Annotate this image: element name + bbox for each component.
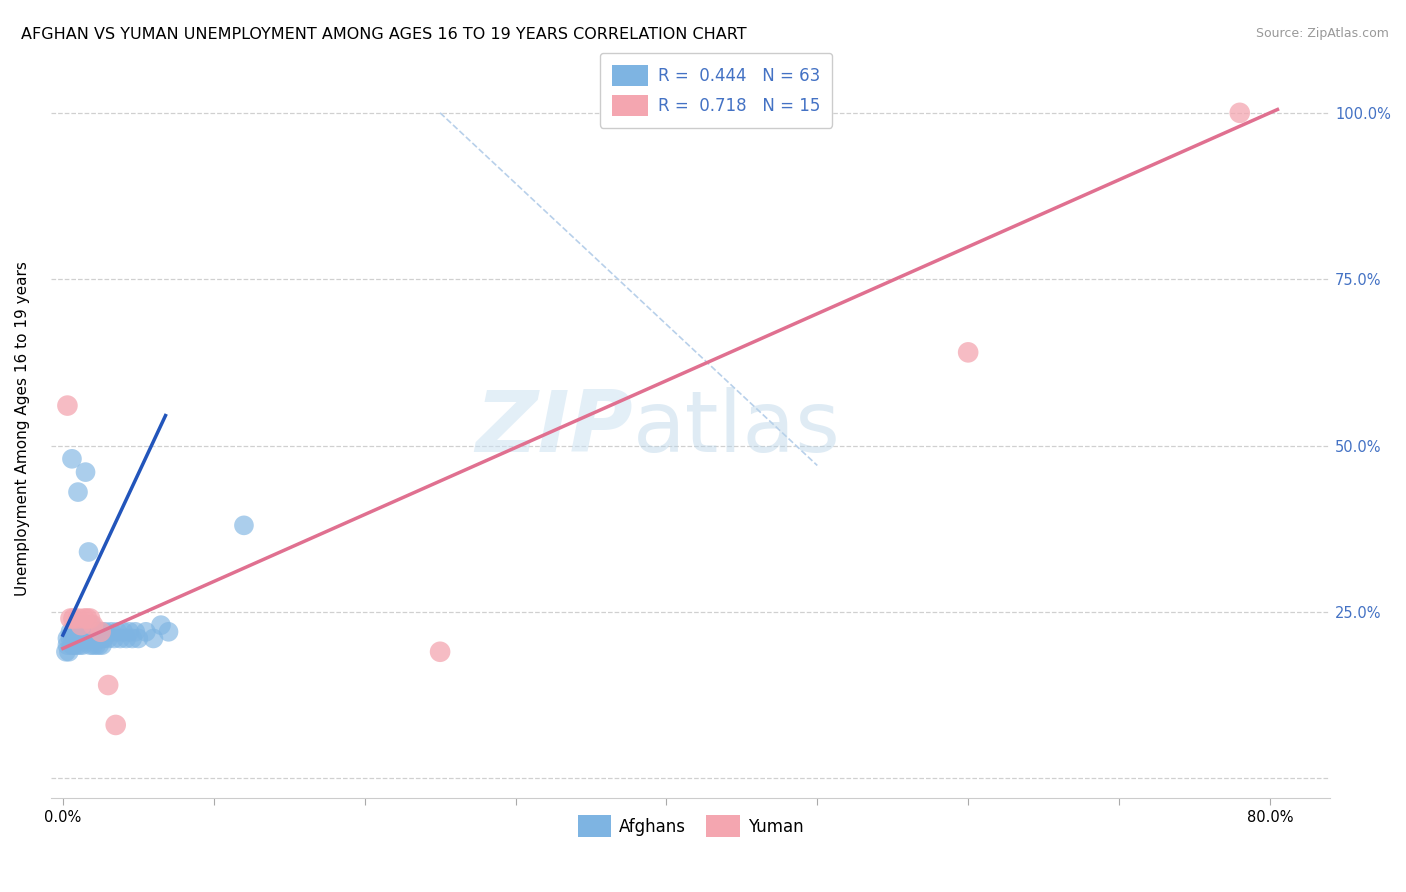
Point [90,624,112,639]
Point [105,624,128,639]
Point [82,624,104,639]
Point [72,638,94,652]
Point [73,632,96,646]
Point [63,632,86,646]
Point [62,624,84,639]
Point [73,611,96,625]
Point [957,345,980,359]
Point [79,611,101,625]
Point [75,624,97,639]
Point [70,618,93,632]
Point [118,624,141,639]
Point [66,485,89,500]
Point [59,624,82,639]
Point [84,638,107,652]
Point [56,638,79,652]
Point [69,624,91,639]
Point [65,618,87,632]
Point [56,399,79,413]
Point [73,618,96,632]
Point [429,645,451,659]
Point [135,624,157,639]
Point [100,624,122,639]
Text: ZIP: ZIP [475,387,633,470]
Text: AFGHAN VS YUMAN UNEMPLOYMENT AMONG AGES 16 TO 19 YEARS CORRELATION CHART: AFGHAN VS YUMAN UNEMPLOYMENT AMONG AGES … [21,27,747,42]
Point [70,632,93,646]
Point [97,632,120,646]
Point [82,638,104,652]
Point [66,632,89,646]
Y-axis label: Unemployment Among Ages 16 to 19 years: Unemployment Among Ages 16 to 19 years [15,261,30,597]
Point [79,624,101,639]
Point [62,611,84,625]
Point [60,451,83,466]
Point [97,678,120,692]
Point [93,632,115,646]
Point [58,645,80,659]
Point [87,638,110,652]
Point [90,632,112,646]
Point [70,618,93,632]
Point [83,632,105,646]
Point [75,465,97,479]
Point [142,632,165,646]
Point [110,632,132,646]
Point [76,611,98,625]
Point [63,624,86,639]
Point [80,632,103,646]
Point [127,632,149,646]
Point [84,632,107,646]
Point [121,632,143,646]
Point [86,624,108,639]
Point [82,618,104,632]
Point [59,632,82,646]
Point [76,618,98,632]
Point [79,638,101,652]
Point [80,618,103,632]
Point [77,632,100,646]
Point [55,645,77,659]
Point [103,632,125,646]
Point [104,718,127,732]
Point [90,624,112,639]
Point [233,518,256,533]
Point [112,624,135,639]
Point [62,638,84,652]
Point [124,624,146,639]
Point [72,624,94,639]
Point [65,638,87,652]
Text: atlas: atlas [633,387,841,470]
Point [69,638,91,652]
Legend: Afghans, Yuman: Afghans, Yuman [569,807,811,846]
Point [60,638,83,652]
Point [91,638,114,652]
Point [66,624,89,639]
Point [157,624,180,639]
Point [56,632,79,646]
Point [115,632,138,646]
Text: Source: ZipAtlas.com: Source: ZipAtlas.com [1256,27,1389,40]
Point [59,611,82,625]
Point [149,618,172,632]
Point [77,545,100,559]
Point [76,632,98,646]
Point [1229,105,1251,120]
Point [66,611,89,625]
Point [94,624,117,639]
